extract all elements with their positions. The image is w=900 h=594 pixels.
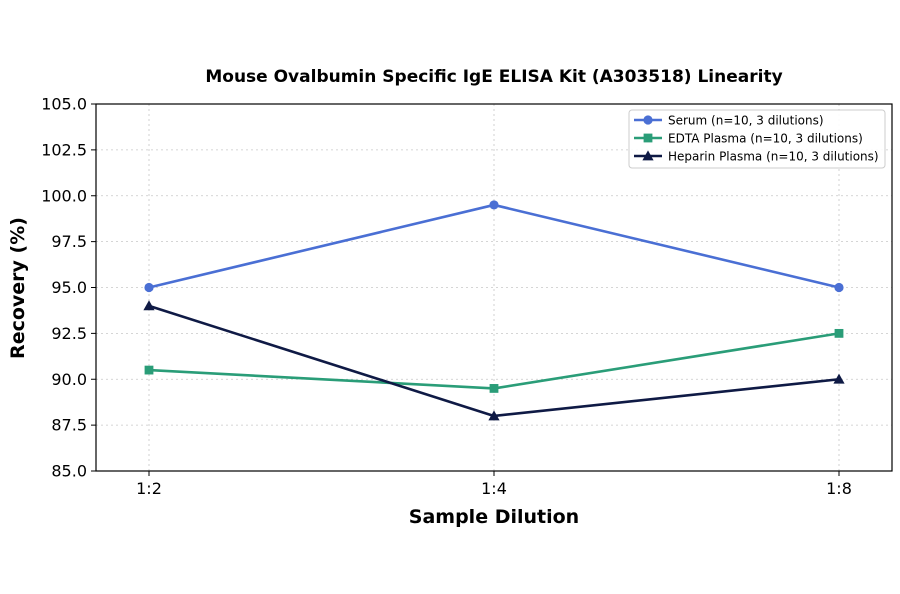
legend-item: Serum (n=10, 3 dilutions) [634,113,824,127]
legend-item: EDTA Plasma (n=10, 3 dilutions) [634,131,863,145]
x-axis-ticks: 1:2 1:4 1:8 [136,471,852,498]
y-tick-label: 102.5 [41,140,87,159]
data-point [834,282,844,293]
y-axis-ticks: 85.0 87.5 90.0 92.5 95.0 97.5 100.0 102.5 105.0 [41,95,96,481]
legend-label: EDTA Plasma (n=10, 3 dilutions) [668,131,863,145]
data-point [833,373,845,384]
y-axis-label: Recovery (%) [7,217,29,359]
legend-label: Heparin Plasma (n=10, 3 dilutions) [668,149,879,163]
data-point [489,384,499,393]
legend-item: Heparin Plasma (n=10, 3 dilutions) [634,149,879,163]
y-tick-label: 105.0 [41,95,87,114]
y-tick-label: 85.0 [51,462,87,481]
y-tick-label: 90.0 [51,370,87,389]
data-point [144,365,154,375]
legend: Serum (n=10, 3 dilutions) EDTA Plasma (n=… [628,109,886,169]
legend-label: Serum (n=10, 3 dilutions) [668,113,824,127]
chart-title: Mouse Ovalbumin Specific IgE ELISA Kit (… [205,67,782,87]
data-point [489,200,499,210]
series-3 [143,300,845,421]
legend-marker [643,133,653,143]
legend-marker [642,150,654,161]
x-tick-label: 1:8 [826,479,852,498]
series-2 [144,328,844,393]
data-point [144,282,154,293]
y-tick-label: 87.5 [51,416,87,435]
data-point [488,410,500,421]
legend-marker [643,115,653,125]
x-tick-label: 1:2 [136,479,162,498]
series-1 [144,200,844,293]
x-tick-label: 1:4 [481,479,507,498]
x-axis-label: Sample Dilution [409,506,579,528]
y-tick-label: 92.5 [51,324,87,343]
y-tick-label: 100.0 [41,186,87,205]
plot-series [143,200,845,421]
y-tick-label: 95.0 [51,278,87,297]
data-point [834,328,844,338]
y-tick-label: 97.5 [51,232,87,251]
legend-frame [628,109,886,169]
data-point [143,300,155,311]
